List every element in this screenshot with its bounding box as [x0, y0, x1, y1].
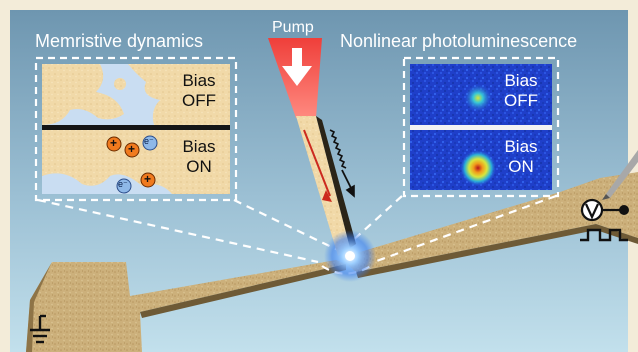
probe-needle	[296, 116, 356, 256]
memristive-panel	[34, 56, 238, 202]
memristive-bias-off-label: Bias OFF	[182, 71, 216, 110]
hole-charge-2: +	[128, 142, 136, 156]
pump-arrow-icon	[282, 48, 312, 86]
photoluminescence-heading: Nonlinear photoluminescence	[340, 31, 578, 51]
memristive-heading: Memristive dynamics	[35, 31, 204, 51]
pl-bias-on-label: Bias ON	[504, 137, 538, 176]
right-probe	[602, 150, 638, 200]
pulse-train-icon	[580, 228, 628, 242]
bias-off-frame	[42, 64, 230, 125]
photoluminescence-panel	[402, 56, 560, 198]
pl-bias-off-label: Bias OFF	[504, 71, 538, 110]
voltmeter-icon	[580, 198, 629, 222]
pump-heading: Pump	[272, 19, 314, 36]
hole-charge-1: +	[110, 136, 118, 150]
bias-on-frame	[42, 130, 230, 194]
memristive-bias-on-label: Bias ON	[182, 137, 216, 176]
emission-squiggle-icon	[329, 129, 355, 198]
charge-carriers	[106, 135, 158, 194]
hole-charge-3: +	[144, 172, 152, 186]
electron-charge-1: e⁻	[144, 136, 154, 146]
electron-charge-2: e⁻	[118, 179, 128, 189]
ground-icon	[30, 314, 50, 344]
